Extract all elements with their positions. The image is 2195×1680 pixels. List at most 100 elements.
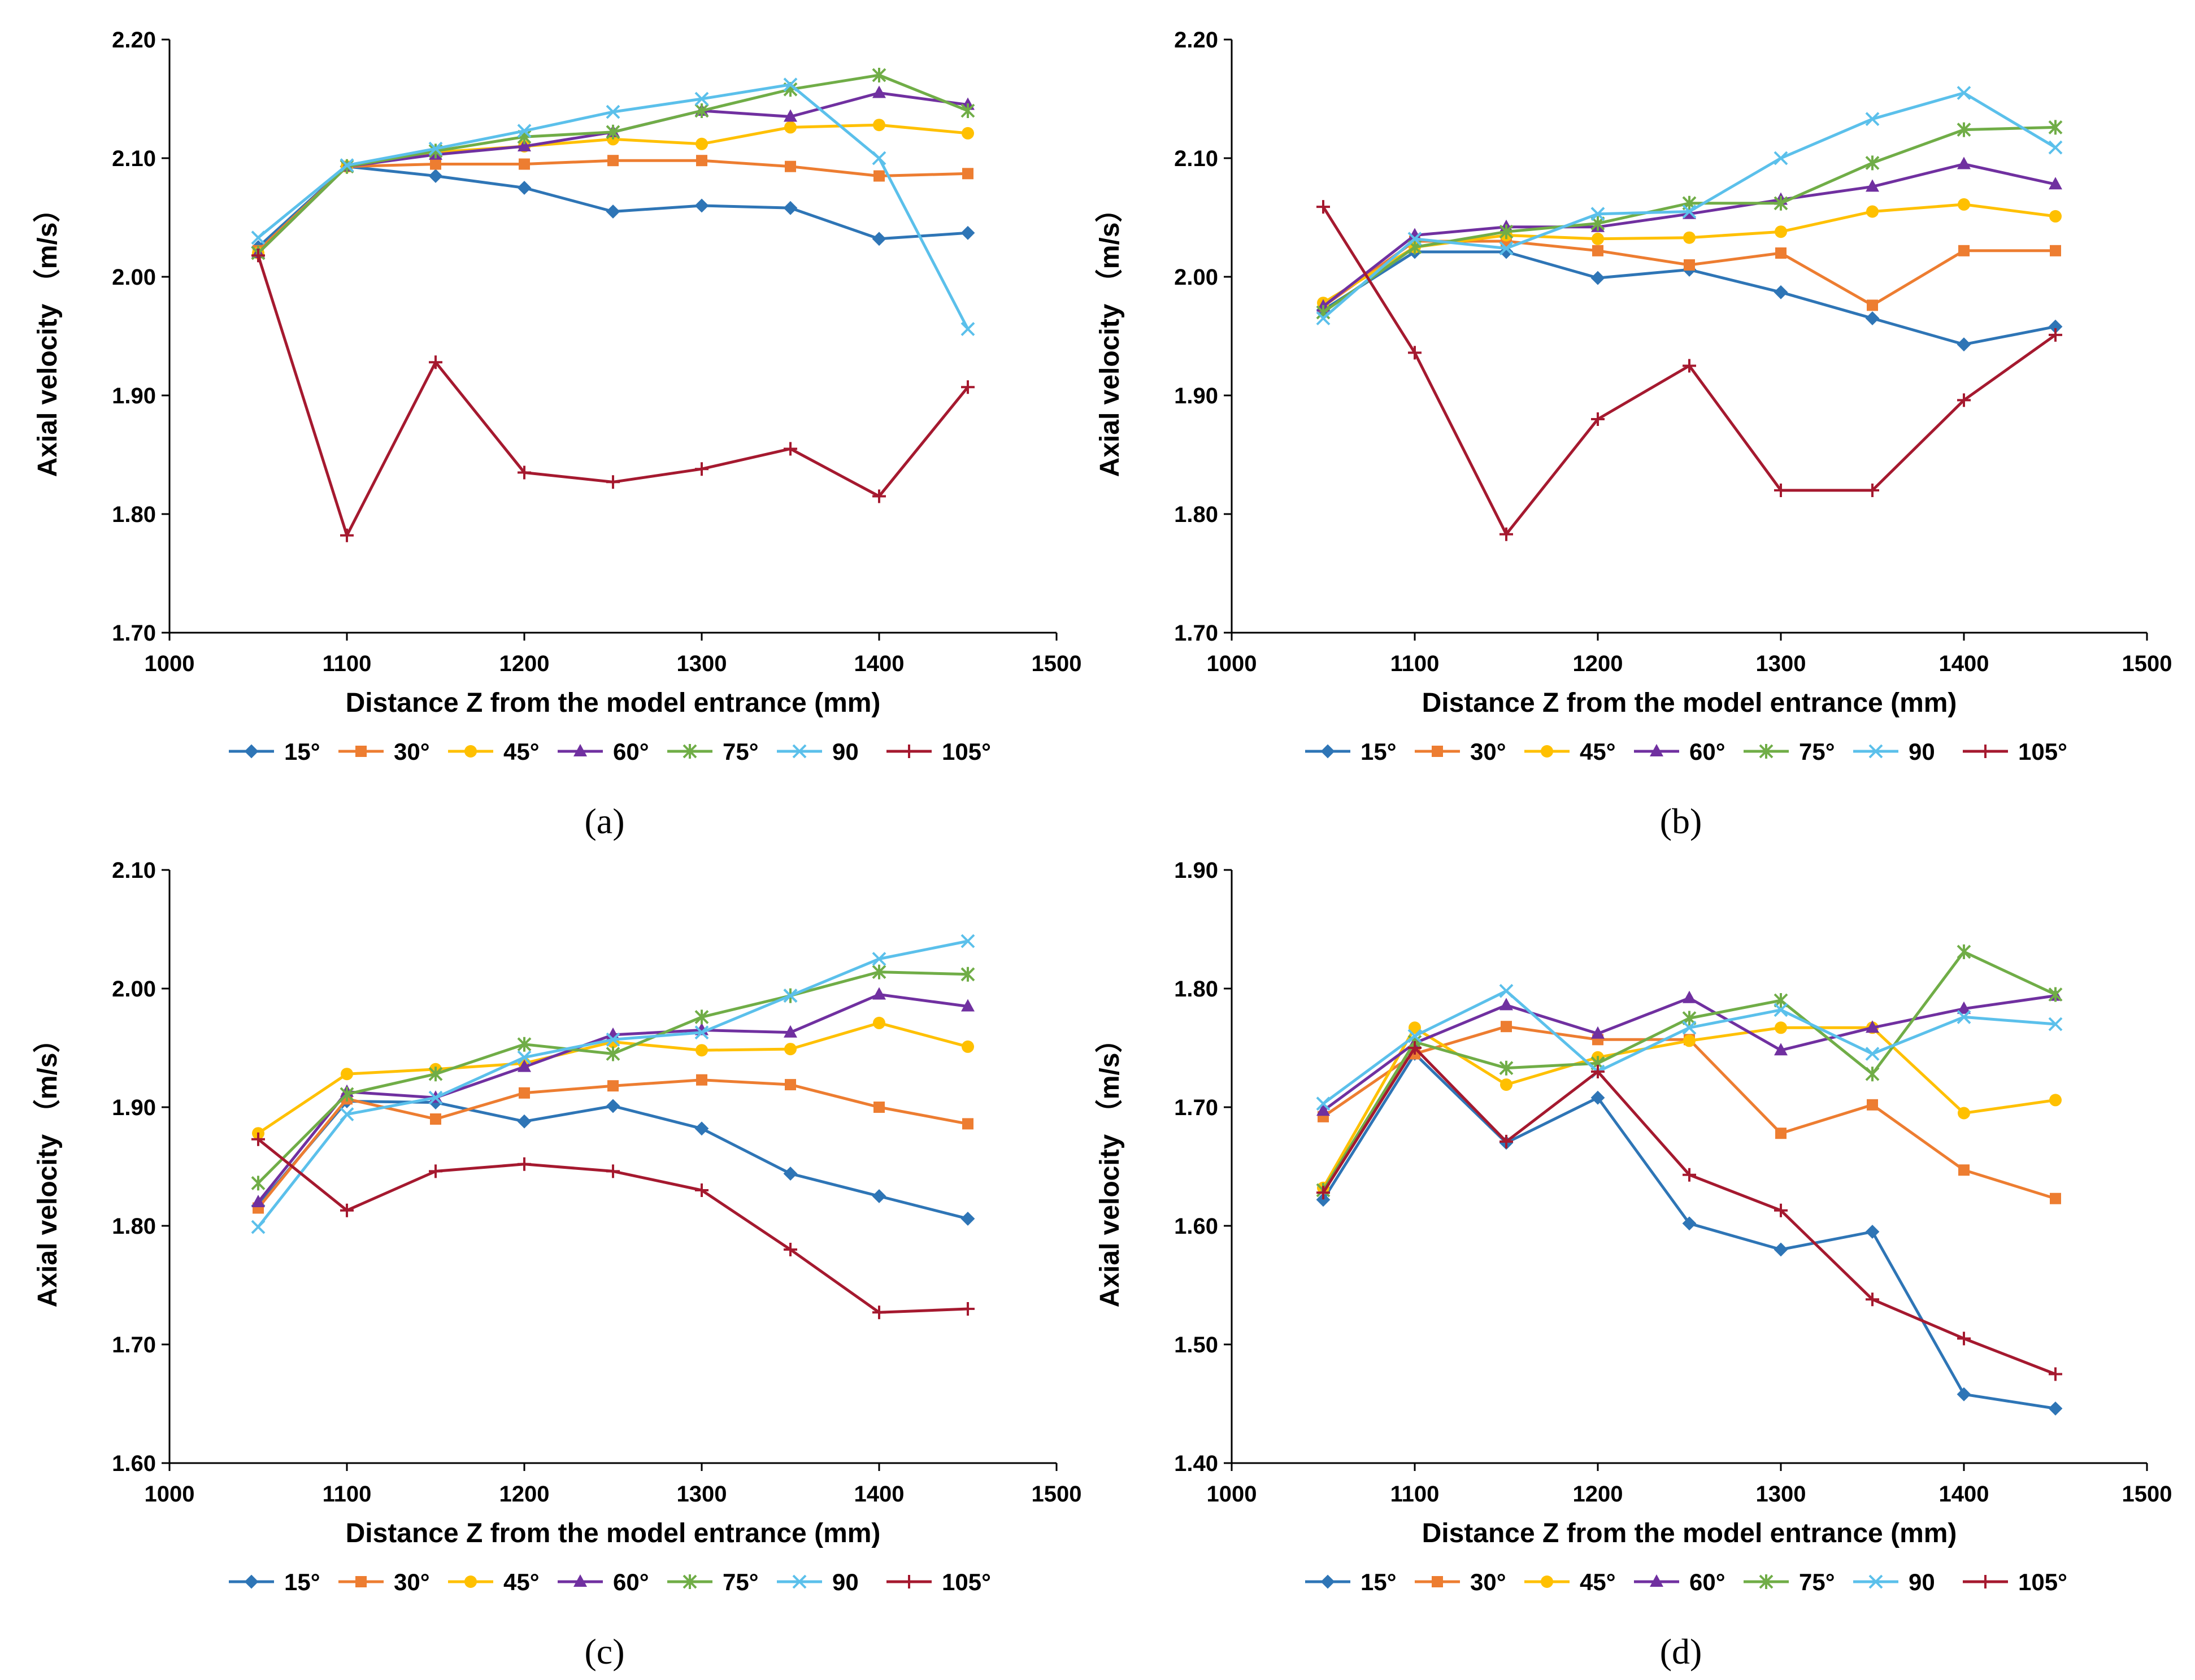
legend-item: 15° [1305, 738, 1397, 765]
data-point [2049, 1094, 2062, 1107]
data-point [2049, 210, 2062, 223]
data-point [1775, 1128, 1787, 1139]
data-point [2050, 1192, 2061, 1204]
y-axis-title: Axial velocity （m/s） [1095, 1026, 1125, 1308]
y-tick-label: 1.60 [1174, 1214, 1218, 1239]
data-point [519, 1087, 530, 1099]
data-point [1316, 1186, 1330, 1200]
legend-marker [902, 745, 916, 758]
data-point [2048, 987, 2063, 1002]
y-axis-title: Axial velocity （m/s） [1095, 195, 1125, 477]
data-point [341, 1068, 353, 1081]
data-point [1866, 484, 1879, 497]
legend-item: 75° [667, 738, 759, 765]
data-point [1316, 1192, 1331, 1207]
legend-label: 60° [1689, 1569, 1725, 1595]
data-point [695, 462, 709, 476]
legend-label: 45° [1580, 1569, 1616, 1595]
data-point [340, 1107, 354, 1122]
legend-marker [1868, 744, 1883, 759]
legend-label: 30° [394, 738, 430, 765]
data-point [1774, 1043, 1788, 1056]
data-point [785, 160, 796, 172]
legend-label: 15° [284, 1569, 320, 1595]
legend-marker [902, 1575, 916, 1588]
data-point [784, 121, 797, 134]
data-point [606, 1046, 620, 1061]
data-point [1958, 1107, 1970, 1120]
data-point [1499, 1060, 1514, 1076]
data-point [606, 1164, 620, 1178]
legend-marker [1650, 744, 1663, 756]
data-point [1775, 1021, 1787, 1034]
data-point [1407, 232, 1422, 246]
data-point [340, 1086, 354, 1102]
data-point [694, 1009, 709, 1025]
data-point [696, 1074, 707, 1086]
legend-item: 60° [1634, 1569, 1725, 1595]
legend-item: 60° [558, 1569, 649, 1595]
y-tick-label: 1.60 [112, 1451, 156, 1476]
legend-label: 75° [723, 738, 759, 765]
series-line [257, 970, 968, 1185]
data-point [784, 1243, 797, 1256]
data-point [1591, 412, 1605, 426]
data-point [694, 1121, 709, 1136]
data-point [694, 103, 709, 118]
data-point [872, 232, 886, 246]
data-point [2048, 140, 2063, 155]
legend-item: 105° [1963, 738, 2067, 765]
legend-label: 15° [1361, 738, 1397, 765]
data-point [694, 1025, 709, 1040]
series-line [1322, 1026, 2056, 1189]
data-point [1682, 1020, 1697, 1035]
legend-label: 75° [723, 1569, 759, 1595]
data-point [872, 489, 886, 503]
data-point [1592, 232, 1604, 245]
data-point [1774, 195, 1788, 211]
panel-a: 1.70 1.80 1.90 2.00 2.10 2.20 1000 1100 1200 1300… [33, 28, 1081, 841]
legend-label: 60° [613, 1569, 649, 1595]
x-tick-label: 1400 [1939, 651, 1989, 676]
data-point [1957, 156, 1971, 169]
data-point [783, 1167, 798, 1181]
x-tick-label: 1000 [1207, 651, 1257, 676]
legend-marker [1432, 746, 1443, 757]
y-tick-label: 2.00 [112, 265, 156, 290]
data-point [1500, 1078, 1512, 1091]
legend-marker [1759, 744, 1774, 759]
legend-label: 105° [942, 1569, 991, 1595]
series-105° [1316, 1041, 2062, 1381]
data-point [1957, 1001, 1971, 1014]
data-point [517, 1050, 532, 1065]
x-tick-label: 1000 [145, 1482, 195, 1507]
data-point [694, 92, 709, 106]
data-point [960, 103, 975, 118]
data-point [2049, 177, 2062, 190]
legend-label: 90 [1909, 1569, 1935, 1595]
data-point [1316, 1103, 1330, 1116]
legend-item: 60° [558, 738, 649, 765]
legend-label: 90 [832, 1569, 859, 1595]
data-point [1774, 151, 1788, 166]
y-tick-label: 2.10 [112, 146, 156, 171]
data-point [962, 1040, 974, 1053]
series-60° [1316, 988, 2062, 1116]
series-90 [251, 77, 975, 336]
y-tick-label: 1.50 [1174, 1333, 1218, 1357]
data-point [1957, 86, 1971, 100]
data-point [2048, 1401, 2063, 1416]
series-15° [1316, 1047, 2063, 1416]
data-point [606, 204, 620, 219]
y-tick-label: 1.70 [1174, 621, 1218, 646]
data-point [1775, 247, 1787, 259]
data-point [961, 1302, 975, 1316]
data-point [873, 170, 885, 182]
legend-marker [1541, 745, 1553, 758]
data-point [1957, 122, 1971, 137]
data-point [1316, 1096, 1331, 1111]
data-point [872, 952, 886, 966]
x-tick-label: 1400 [854, 651, 905, 676]
legend-marker [1979, 1575, 1992, 1588]
